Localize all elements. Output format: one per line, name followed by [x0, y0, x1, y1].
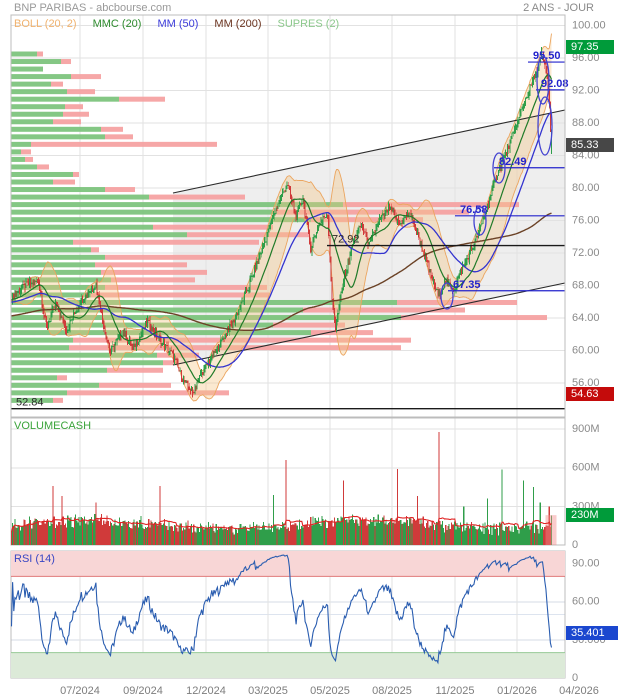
date-tick-label: 11/2025	[436, 685, 475, 697]
highlight-ellipse	[440, 282, 454, 310]
price-tick-label: 92.00	[572, 84, 600, 96]
date-tick-label: 03/2025	[248, 685, 288, 697]
date-tick-label: 04/2026	[559, 685, 599, 697]
highlight-ellipse	[473, 206, 487, 236]
price-tick-label: 64.00	[572, 312, 600, 324]
price-tick-label: 96.00	[572, 52, 600, 64]
rsi-panel-label: RSI (14)	[14, 553, 55, 565]
date-tick-label: 08/2025	[372, 685, 412, 697]
volume-profile	[11, 51, 547, 403]
rsi-badge: 35.401	[566, 626, 618, 640]
legend-item-mm[interactable]: MM (50)	[157, 18, 199, 30]
rsi-overbought-zone	[11, 551, 565, 577]
price-tick-label: 76.00	[572, 214, 600, 226]
mm200-line	[11, 212, 552, 331]
volume-bars	[10, 431, 553, 545]
price-badge-97.35: 97.35	[566, 40, 614, 54]
date-tick-label: 12/2024	[186, 685, 226, 697]
legend-item-mmc[interactable]: MMC (20)	[92, 18, 142, 30]
rsi-tick-label: 90.00	[572, 558, 600, 570]
price-level-label: 67.35	[453, 279, 481, 291]
volume-tick-label: 600M	[572, 462, 600, 474]
chart-period-selector[interactable]: 2 ANS - JOUR	[523, 2, 594, 14]
price-tick-label: 100.00	[572, 19, 606, 31]
price-tick-label: 72.00	[572, 247, 600, 259]
highlight-ellipse	[492, 152, 506, 184]
supres-channel-lines	[172, 109, 566, 366]
chart-title: BNP PARIBAS - abcbourse.com	[14, 2, 172, 14]
legend-item-supres[interactable]: SUPRES (2)	[277, 18, 340, 30]
indicator-legend: BOLL (20, 2) MMC (20) MM (50) MM (200) SUPRE…	[14, 18, 339, 30]
price-tick-label: 56.00	[572, 377, 600, 389]
current-volume-highlight	[545, 515, 557, 545]
price-level-label: 52.84	[16, 397, 44, 409]
price-tick-label: 80.00	[572, 182, 600, 194]
rsi-tick-label: 0	[572, 672, 578, 684]
mm50-line	[11, 111, 552, 368]
price-badge-85.33: 85.33	[566, 138, 614, 152]
highlight-ellipse	[536, 55, 550, 105]
price-badge-54.63: 54.63	[566, 387, 614, 401]
date-tick-label: 09/2024	[123, 685, 163, 697]
rsi-oversold-zone	[11, 652, 565, 678]
volume-tick-label: 900M	[572, 423, 600, 435]
legend-item-mm[interactable]: MM (200)	[214, 18, 262, 30]
legend-item-boll[interactable]: BOLL (20, 2)	[14, 18, 77, 30]
rsi-tick-label: 60.00	[572, 596, 600, 608]
price-level-label: 72.92	[332, 234, 360, 246]
price-tick-label: 84.00	[572, 149, 600, 161]
volume-tick-label: 0	[572, 539, 578, 551]
volume-panel-label: VOLUMECASH	[14, 420, 92, 432]
rsi-line	[10, 554, 553, 665]
volume-ma-line	[10, 515, 552, 533]
level-lines	[11, 61, 565, 410]
price-tick-label: 68.00	[572, 279, 600, 291]
date-tick-label: 07/2024	[60, 685, 100, 697]
mmc20-line	[11, 74, 553, 384]
price-level-label: 82.49	[499, 156, 527, 168]
price-tick-label: 60.00	[572, 344, 600, 356]
highlight-ellipse	[537, 96, 553, 156]
price-level-label: 92.08	[541, 78, 569, 90]
volume-badge: 230M	[566, 508, 614, 522]
price-tick-label: 88.00	[572, 117, 600, 129]
date-tick-label: 05/2025	[310, 685, 350, 697]
date-tick-label: 01/2026	[497, 685, 537, 697]
